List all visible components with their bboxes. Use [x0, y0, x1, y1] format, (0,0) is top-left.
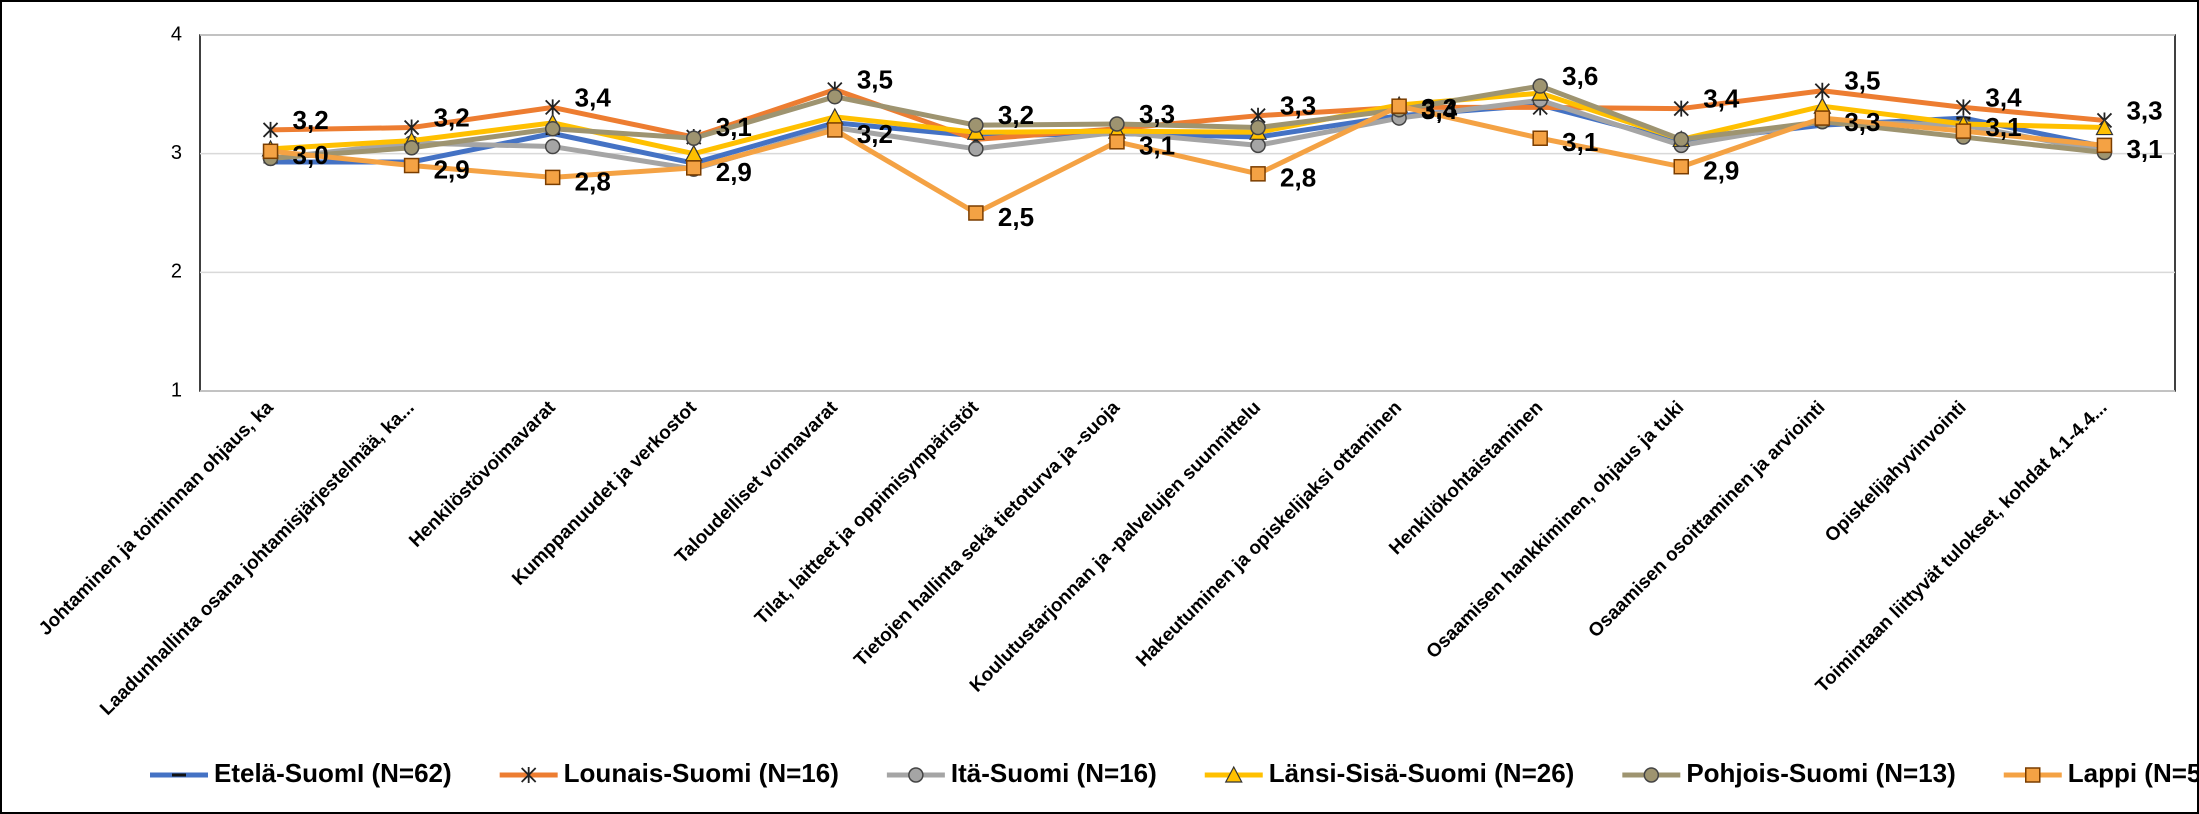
y-tick-label: 3	[171, 142, 182, 164]
data-label: 3,5	[857, 64, 893, 94]
y-tick-label: 1	[171, 379, 182, 401]
data-label: 3,2	[998, 100, 1034, 130]
data-label: 3,3	[1421, 93, 1457, 123]
legend-marker	[2025, 767, 2041, 783]
data-label: 3,2	[293, 105, 329, 135]
data-point	[403, 139, 420, 156]
data-point	[1109, 134, 1125, 150]
data-point	[686, 160, 702, 176]
data-point	[1814, 110, 1831, 126]
data-label: 3,5	[1844, 66, 1880, 96]
legend-label: Itä-Suomi (N=16)	[951, 758, 1157, 788]
series-line	[270, 87, 2105, 142]
series	[262, 98, 2113, 221]
data-point	[262, 143, 279, 160]
legend-label: Pohjois-Suomi (N=13)	[1686, 758, 1955, 788]
data-point	[686, 130, 702, 146]
data-label: 2,8	[575, 166, 611, 196]
data-label: 3,3	[2126, 95, 2162, 125]
legend-label: Etelä-SuomI (N=62)	[214, 758, 452, 788]
data-point	[544, 138, 561, 155]
legend-marker	[908, 767, 924, 783]
data-point	[545, 99, 561, 116]
data-label: 3,1	[1985, 112, 2021, 142]
series-line	[270, 103, 2105, 216]
data-label: 2,5	[998, 202, 1034, 232]
data-label: 2,9	[434, 154, 470, 184]
data-label: 3,3	[1139, 99, 1175, 129]
data-point	[1250, 166, 1266, 182]
legend-label: Lappi (N=5)	[2068, 758, 2199, 788]
data-point	[1955, 99, 1972, 116]
data-label: 3,4	[1421, 95, 1458, 125]
data-point	[1532, 130, 1548, 146]
data-label: 3,0	[293, 140, 329, 170]
data-label: 3,1	[716, 112, 752, 142]
data-point	[1250, 119, 1266, 136]
data-point	[1673, 131, 1689, 148]
y-tick-label: 2	[171, 261, 182, 283]
data-label: 2,8	[1280, 163, 1316, 193]
data-label: 3,1	[1562, 127, 1598, 157]
data-point	[1673, 158, 1689, 175]
data-label: 3,1	[1139, 131, 1175, 161]
data-label: 3,4	[575, 82, 612, 112]
data-label: 3,3	[1844, 107, 1880, 137]
data-point	[1391, 98, 1407, 114]
data-point	[1109, 116, 1125, 132]
data-label: 3,1	[2126, 134, 2162, 164]
data-point	[403, 157, 420, 174]
legend-label: Länsi-Sisä-Suomi (N=26)	[1269, 758, 1575, 788]
data-point	[968, 117, 984, 133]
data-point	[827, 122, 843, 138]
data-point	[968, 205, 984, 221]
y-tick-label: 4	[171, 23, 182, 45]
data-label: 3,3	[1280, 91, 1316, 121]
data-label: 3,6	[1562, 61, 1598, 91]
data-point	[262, 121, 279, 138]
data-point	[2095, 118, 2114, 136]
data-label: 3,4	[1703, 83, 1740, 113]
legend-marker	[1224, 765, 1243, 783]
data-point	[1955, 123, 1972, 139]
data-point	[1250, 137, 1266, 154]
data-label: 3,2	[857, 119, 893, 149]
data-label: 2,9	[1703, 156, 1739, 186]
data-label: 3,4	[1985, 82, 2022, 112]
data-point	[2096, 137, 2113, 154]
legend-label: Lounais-Suomi (N=16)	[564, 758, 839, 788]
data-point	[827, 88, 843, 105]
data-point	[544, 120, 561, 137]
data-point	[968, 141, 984, 157]
legend-marker	[521, 767, 537, 783]
data-point	[1532, 78, 1548, 94]
data-label: 3,2	[434, 102, 470, 132]
legend-marker	[1643, 767, 1660, 783]
data-point	[1673, 100, 1689, 117]
legend: Etelä-SuomI (N=62) Lounais-Suomi (N=16) It…	[150, 758, 2199, 788]
data-point	[1814, 82, 1830, 99]
data-label: 2,9	[716, 157, 752, 187]
data-point	[544, 169, 561, 186]
